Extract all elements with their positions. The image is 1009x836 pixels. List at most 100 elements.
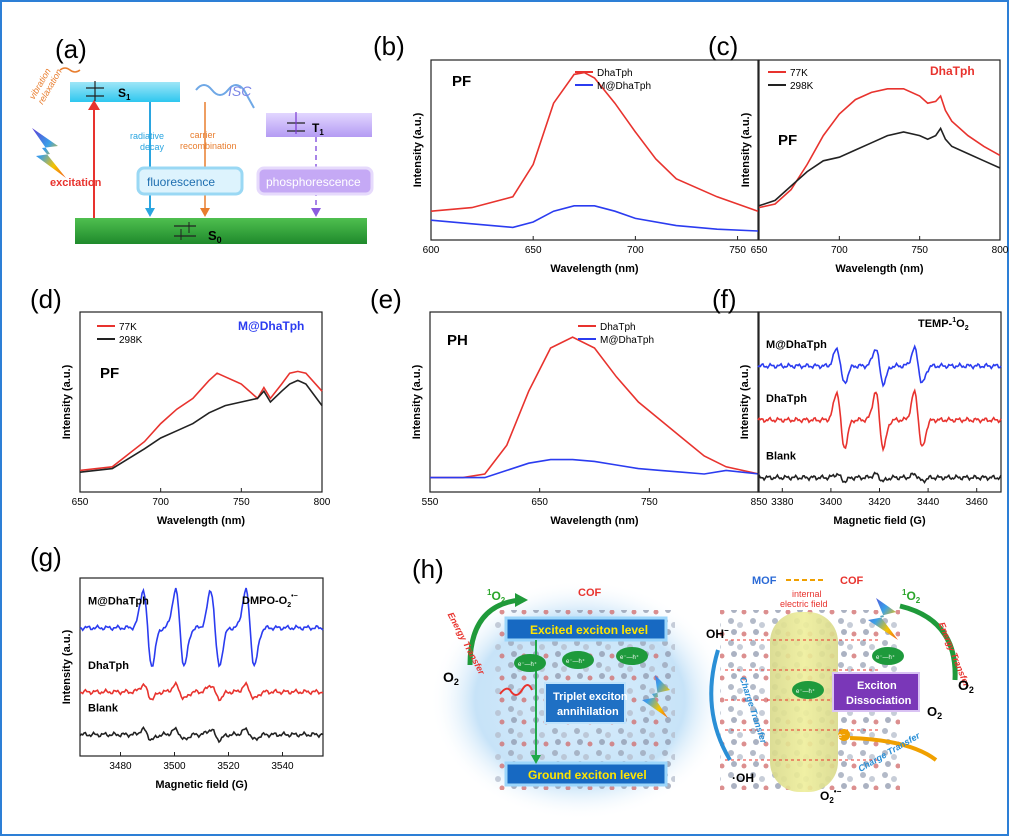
panel-f-label: (f) (712, 284, 737, 314)
exciton-pair-right-1: e⁻—h⁺ (872, 647, 904, 665)
light-bolt-icon (32, 128, 66, 178)
panel-c-label: (c) (708, 31, 738, 61)
x-axis-label: Wavelength (nm) (835, 263, 924, 275)
svg-text:e⁻—h⁺: e⁻—h⁺ (796, 688, 815, 695)
panel-b-label: (b) (373, 31, 405, 61)
x-axis-label: Wavelength (nm) (550, 515, 639, 527)
x-tick-label: 3380 (771, 497, 794, 508)
t1-label: T1 (312, 121, 324, 137)
panel-f: 3380 3400 3420 3440 3460 Magnetic field (G) In… (739, 311, 1002, 527)
legend-label-DhaTph: DhaTph (597, 68, 633, 79)
series-line-Blank (757, 471, 1002, 485)
series-line-M@DhaTph (757, 344, 1002, 388)
relaxation-arrowhead-icon (531, 755, 541, 764)
ground-level-label: Ground exciton level (528, 768, 647, 782)
series-line-M@DhaTph (430, 458, 760, 479)
isc-wave-arrow-icon (195, 84, 255, 109)
panel-e: 550 650 750 850 Wavelength (nm) Intensity (a.… (411, 311, 768, 527)
panel-a: (a) S1 T1 S0 vibration relaxation (27, 34, 374, 245)
legend-label-298K: 298K (119, 335, 143, 346)
singlet-oxygen-left: 1O2 (487, 588, 506, 605)
y-axis-label: Intensity (a.u.) (412, 112, 424, 187)
panel-c: 650 700 750 800 Wavelength (nm) Intensity (a.… (740, 59, 1009, 275)
series-line-DhaTph (757, 388, 1002, 453)
exciton-label-1: Exciton (857, 680, 897, 692)
o2-right-top: O2 (958, 677, 974, 695)
series-line-77K (79, 370, 323, 472)
light-bolt-right-icon (868, 598, 898, 640)
series-label-DhaTph: DhaTph (88, 660, 129, 672)
panel-b: 600 650 700 750 Wavelength (nm) Intensity (a.… (412, 59, 759, 275)
series-line-DhaTph (79, 680, 324, 702)
series-line-Blank (79, 725, 324, 744)
panel-d-sample: M@DhaTph (238, 319, 304, 333)
y-axis-label: Intensity (a.u.) (411, 364, 423, 439)
energy-transfer-arrow-left (467, 597, 521, 666)
series-line-298K (758, 126, 1001, 207)
x-tick-label: 650 (751, 245, 768, 256)
superoxide-label: O2•− (820, 787, 842, 805)
y-axis-label: Intensity (a.u.) (61, 629, 73, 704)
o2-right-mid: O2 (927, 704, 942, 721)
vibration-wave-icon (59, 67, 81, 73)
x-axis-label: Magnetic field (G) (155, 779, 248, 791)
mof-label: MOF (752, 575, 777, 587)
x-tick-label: 3420 (868, 497, 891, 508)
series-line-M@DhaTph (430, 205, 759, 232)
panel-c-title: PF (778, 132, 797, 149)
x-tick-label: 650 (525, 245, 542, 256)
legend-label-298K: 298K (790, 81, 814, 92)
x-tick-label: 800 (992, 245, 1009, 256)
o2-left: O2 (443, 669, 459, 687)
panel-e-title: PH (447, 332, 468, 349)
triplet-label-2: annihilation (557, 706, 619, 718)
exciton-pair-1: e⁻—h⁺ (514, 654, 546, 672)
panel-h: (h) COF 1O2 Energy Transfer O2 Excited e… (412, 554, 974, 820)
s1-electron-pair (86, 81, 104, 101)
svg-text:e⁻—h⁺: e⁻—h⁺ (566, 658, 585, 665)
exciton-label-2: Dissociation (846, 695, 912, 707)
singlet-oxygen-right: 1O2 (902, 588, 921, 605)
field-label-1: internal (792, 589, 822, 599)
s0-electron-pair (174, 222, 196, 240)
x-tick-label: 3480 (109, 761, 132, 772)
excited-level-label: Excited exciton level (530, 623, 648, 637)
cof-label-right: COF (840, 575, 864, 587)
panel-c-sample: DhaTph (930, 64, 975, 78)
x-axis-label: Wavelength (nm) (157, 515, 246, 527)
triplet-box (544, 682, 626, 724)
excitation-label: excitation (50, 177, 102, 189)
oh-radical-label: ·OH (732, 771, 754, 785)
isc-label: ISC (228, 83, 252, 99)
svg-text:e⁻—h⁺: e⁻—h⁺ (620, 654, 639, 661)
y-axis-label: Intensity (a.u.) (61, 364, 73, 439)
s1-level (70, 82, 180, 102)
carrier-arrowhead-icon (200, 208, 210, 217)
s0-level (75, 218, 367, 244)
energy-transfer-arrow-right (899, 603, 958, 681)
series-line-298K (79, 379, 323, 473)
panel-g: 3480 3500 3520 3540 Magnetic field (G) Intens… (61, 577, 324, 791)
exciton-pair-2: e⁻—h⁺ (562, 651, 594, 669)
x-tick-label: 3500 (163, 761, 186, 772)
x-tick-label: 650 (531, 497, 548, 508)
charge-transfer-arrow-right (849, 736, 938, 762)
legend-label-M@DhaTph: M@DhaTph (597, 81, 651, 92)
panel-g-label: (g) (30, 542, 62, 572)
excited-level-bar (504, 616, 668, 642)
x-tick-label: 700 (152, 497, 169, 508)
x-tick-label: 750 (641, 497, 658, 508)
plot-frame (429, 311, 760, 493)
svg-text:e⁻—h⁺: e⁻—h⁺ (518, 661, 537, 668)
panel-e-label: (e) (370, 284, 402, 314)
x-tick-label: 700 (831, 245, 848, 256)
field-label-2: electric field (780, 599, 828, 609)
x-tick-label: 550 (422, 497, 439, 508)
plot-frame (758, 59, 1001, 241)
x-tick-label: 750 (233, 497, 250, 508)
exciton-dissociation-box (832, 672, 920, 712)
x-tick-label: 600 (423, 245, 440, 256)
x-tick-label: 3400 (820, 497, 843, 508)
svg-text:e⁻—h⁺: e⁻—h⁺ (876, 654, 895, 661)
